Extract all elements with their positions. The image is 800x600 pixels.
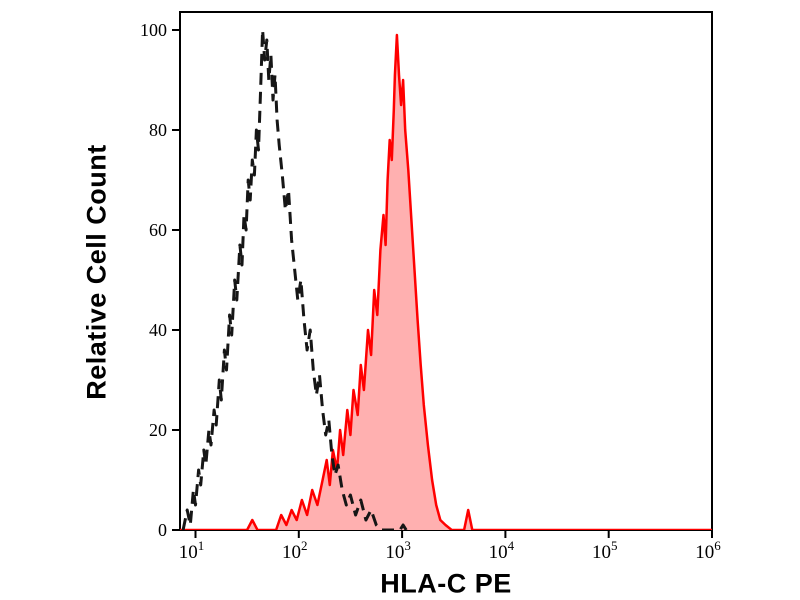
y-tick-label: 0: [158, 520, 167, 540]
y-tick-label: 100: [140, 20, 167, 40]
x-tick-label: 103: [385, 538, 411, 563]
x-axis-title: HLA-C PE: [380, 568, 512, 599]
x-tick-label: 105: [592, 538, 618, 563]
x-tick-label: 101: [179, 538, 205, 563]
plot-frame: [179, 11, 713, 531]
x-tick-label: 106: [695, 538, 721, 563]
isotype-control-curve: [181, 28, 408, 530]
y-tick-label: 60: [149, 220, 167, 240]
y-tick-label: 20: [149, 420, 167, 440]
y-tick-label: 80: [149, 120, 167, 140]
stained-sample-curve: [180, 33, 712, 530]
y-axis-title: Relative Cell Count: [81, 144, 112, 400]
x-tick-label: 102: [282, 538, 308, 563]
x-tick-label: 104: [489, 538, 515, 563]
y-tick-label: 40: [149, 320, 167, 340]
